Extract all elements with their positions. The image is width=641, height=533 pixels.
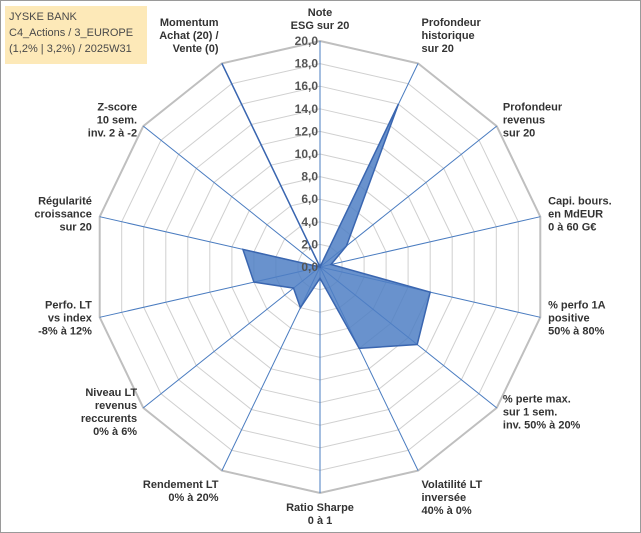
bank-name: JYSKE BANK (9, 11, 77, 23)
axis-label-line: 10 sem. (97, 115, 137, 127)
axis-label: Ratio Sharpe 0 à 1 (286, 502, 354, 527)
axis-label: % perte max. sur 1 sem. inv. 50% à 20% (503, 393, 581, 431)
axis-label-line: croissance (34, 208, 91, 220)
axis-label-line: positive (548, 313, 590, 325)
axis-label-line: sur 20 (422, 43, 454, 55)
radar-axis-labels: Note ESG sur 20 Profondeur historique sur 20… (34, 7, 611, 527)
axis-label: Z-score 10 sem. inv. 2 à -2 (88, 102, 137, 140)
axis-label-line: Momentum (160, 17, 219, 29)
axis-label-line: 50% à 80% (548, 326, 604, 338)
radar-series (221, 63, 432, 350)
series-area (221, 63, 432, 350)
axis-label-line: vs index (48, 313, 93, 325)
axis-label-line: inv. 2 à -2 (88, 128, 137, 140)
axis-label-line: % perfo 1A (548, 300, 606, 312)
tick-label: 20,0 (295, 34, 319, 48)
axis-spoke (319, 125, 498, 268)
axis-spoke (142, 266, 321, 409)
tick-label: 16,0 (295, 79, 319, 93)
axis-label: Momentum Achat (20) / Vente (0) (159, 17, 219, 55)
axis-label-line: Profondeur (422, 17, 482, 29)
axis-label: Note ESG sur 20 (291, 7, 350, 32)
axis-label-line: reccurents (81, 413, 137, 425)
tick-label: 12,0 (295, 124, 319, 138)
axis-label: Profondeur historique sur 20 (422, 17, 482, 55)
axis-label-line: Note (308, 7, 332, 19)
axis-label-line: sur 20 (503, 128, 535, 140)
category: C4_Actions / 3_EUROPE (9, 27, 134, 39)
tick-label: 6,0 (301, 192, 318, 206)
axis-label-line: Régularité (38, 195, 92, 207)
axis-label-line: 40% à 0% (422, 505, 472, 517)
tick-label: 8,0 (301, 170, 318, 184)
axis-label: Régularité croissance sur 20 (34, 195, 91, 233)
axis-label-line: revenus (95, 400, 137, 412)
axis-label-line: 0 à 1 (308, 515, 332, 527)
axis-label: Capi. bours. en MdEUR 0 à 60 G€ (548, 195, 612, 233)
axis-label-line: Ratio Sharpe (286, 502, 354, 514)
axis-spoke (319, 216, 541, 268)
axis-label-line: -8% à 12% (38, 326, 92, 338)
axis-label-line: sur 1 sem. (503, 406, 557, 418)
tick-label: 18,0 (295, 57, 319, 71)
axis-label-line: Capi. bours. (548, 195, 612, 207)
axis-label: Volatilité LT inversée 40% à 0% (422, 479, 483, 517)
tick-label: 10,0 (295, 147, 319, 161)
parameters: (1,2% | 3,2%) / 2025W31 (9, 43, 132, 55)
axis-label: % perfo 1A positive 50% à 80% (548, 300, 606, 338)
axis-label-line: Profondeur (503, 102, 563, 114)
axis-label: Rendement LT 0% à 20% (143, 479, 219, 504)
tick-label: 0,0 (301, 260, 318, 274)
axis-label-line: inv. 50% à 20% (503, 419, 581, 431)
info-box: JYSKE BANK C4_Actions / 3_EUROPE (1,2% |… (5, 6, 147, 64)
axis-label-line: Z-score (97, 102, 137, 114)
axis-label-line: Niveau LT (85, 387, 137, 399)
axis-label-line: 0% à 6% (93, 426, 137, 438)
axis-label-line: ESG sur 20 (291, 20, 350, 32)
tick-label: 4,0 (301, 215, 318, 229)
axis-label-line: Rendement LT (143, 479, 219, 491)
axis-label-line: 0% à 20% (168, 492, 218, 504)
axis-label-line: revenus (503, 115, 545, 127)
axis-label-line: Achat (20) / (159, 30, 218, 42)
axis-label-line: 0 à 60 G€ (548, 221, 596, 233)
axis-spoke (142, 125, 321, 268)
axis-label-line: en MdEUR (548, 208, 603, 220)
axis-label-line: Vente (0) (173, 43, 219, 55)
axis-label-line: Volatilité LT (422, 479, 483, 491)
radar-ticks: 0,0 2,0 4,0 6,0 8,0 10,0 12,0 14,0 16,0 18,0 20,0 (295, 34, 319, 274)
axis-label: Niveau LT revenus reccurents 0% à 6% (81, 387, 138, 438)
tick-label: 14,0 (295, 102, 319, 116)
tick-label: 2,0 (301, 237, 318, 251)
axis-label-line: Perfo. LT (45, 300, 92, 312)
axis-label-line: inversée (422, 492, 467, 504)
axis-label-line: historique (422, 30, 475, 42)
axis-label-line: sur 20 (59, 221, 91, 233)
axis-label: Profondeur revenus sur 20 (503, 102, 563, 140)
axis-label-line: % perte max. (503, 393, 571, 405)
axis-label: Perfo. LT vs index -8% à 12% (38, 300, 93, 338)
